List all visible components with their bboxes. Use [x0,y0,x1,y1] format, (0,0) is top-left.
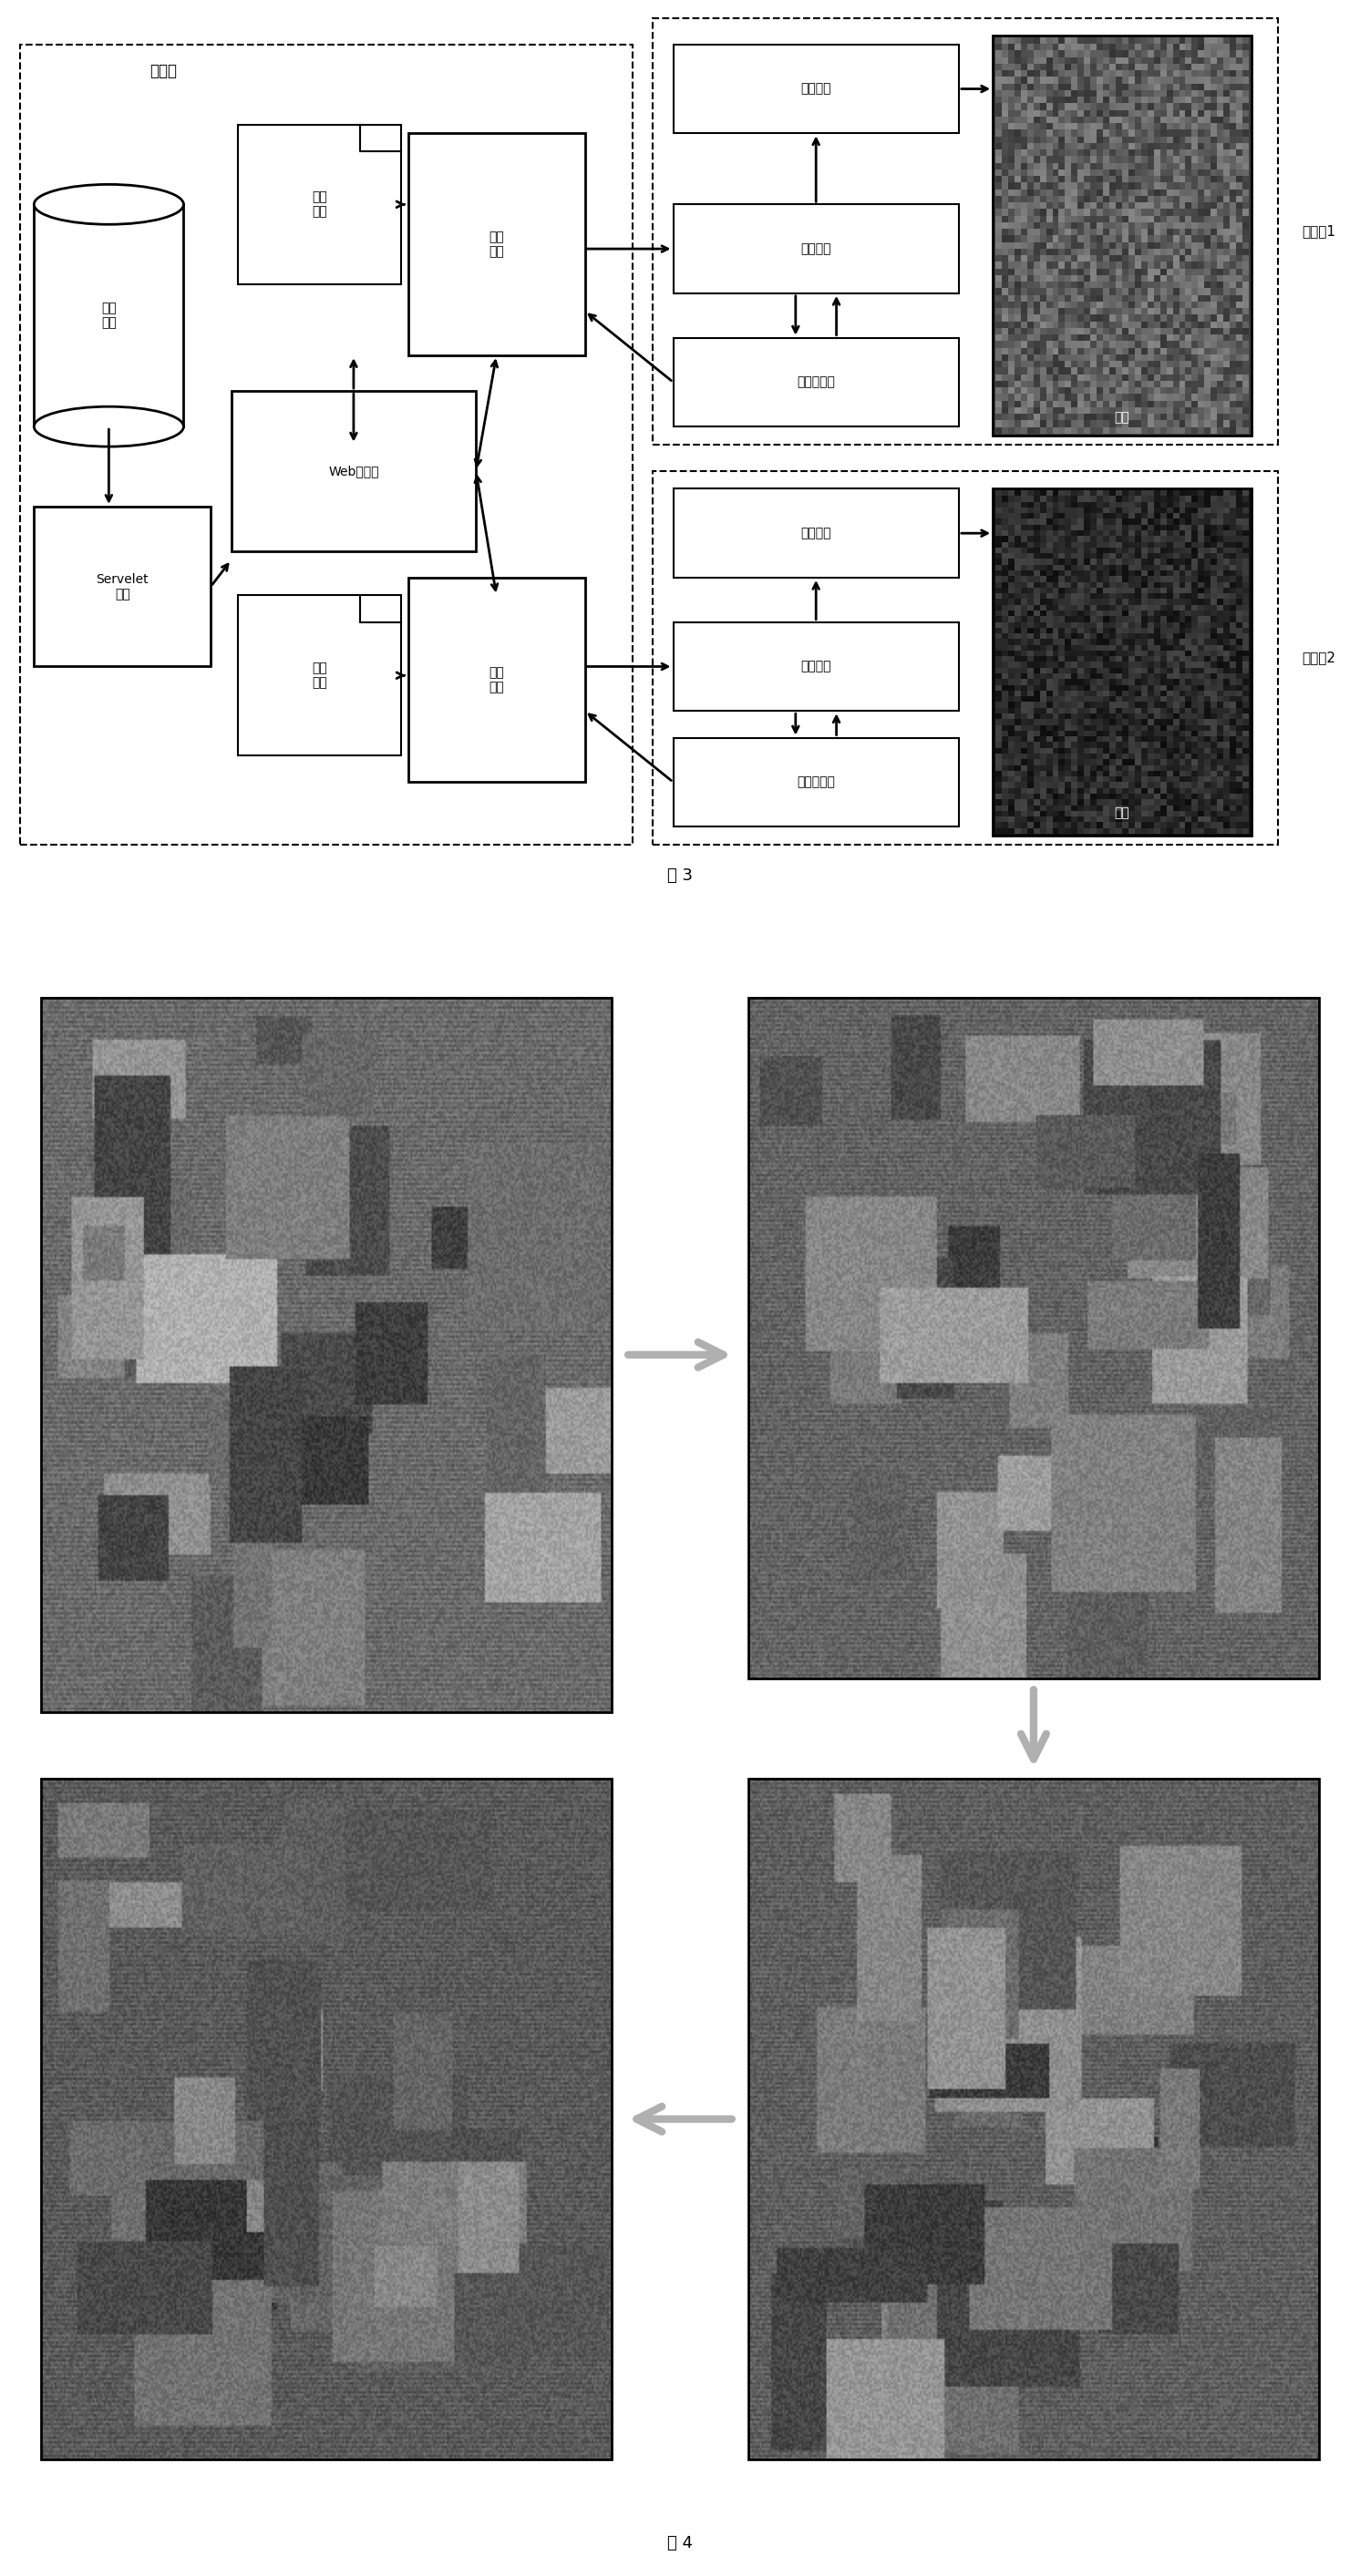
Bar [653,471,1278,845]
Text: Web服务器: Web服务器 [328,464,379,477]
Bar [993,36,1251,435]
Ellipse shape [34,185,184,224]
Text: 图 4: 图 4 [668,2535,692,2550]
Bar [408,134,585,355]
Bar [673,489,959,577]
Bar [238,595,401,755]
Text: 状态
信息: 状态 信息 [311,662,328,690]
Bar [408,577,585,783]
Text: 客户端1: 客户端1 [1303,224,1336,237]
Text: 模型
数据: 模型 数据 [101,301,117,330]
Bar [673,337,959,428]
Bar [41,997,612,1713]
Bar [34,204,184,428]
Text: 传输
控制: 传输 控制 [488,667,505,693]
Bar [41,1777,612,2460]
Text: 分析线程: 分析线程 [801,82,831,95]
Text: 图 3: 图 3 [668,868,692,884]
Bar [748,1777,1319,2460]
Bar [231,392,476,551]
Text: 服务器: 服务器 [150,62,177,80]
Text: 客户端2: 客户端2 [1303,652,1336,665]
Text: 传输
控制: 传输 控制 [488,232,505,258]
Text: 可见性判断: 可见性判断 [797,376,835,389]
Bar [993,489,1251,835]
Text: 分析线程: 分析线程 [801,528,831,538]
Text: Servelet
容器: Servelet 容器 [97,572,148,600]
Bar [673,737,959,827]
Bar [20,44,632,845]
Bar [673,621,959,711]
Ellipse shape [34,407,184,446]
Bar [34,507,211,667]
Bar [653,18,1278,443]
Bar [748,997,1319,1680]
Text: 下载线程: 下载线程 [801,242,831,255]
Text: 可见性判断: 可见性判断 [797,775,835,788]
Bar [673,44,959,134]
Text: 绘制: 绘制 [1114,412,1130,425]
Bar [673,204,959,294]
Text: 状态
信息: 状态 信息 [311,191,328,219]
Text: 绘制: 绘制 [1114,806,1130,819]
Text: 下载线程: 下载线程 [801,659,831,672]
Bar [238,124,401,283]
